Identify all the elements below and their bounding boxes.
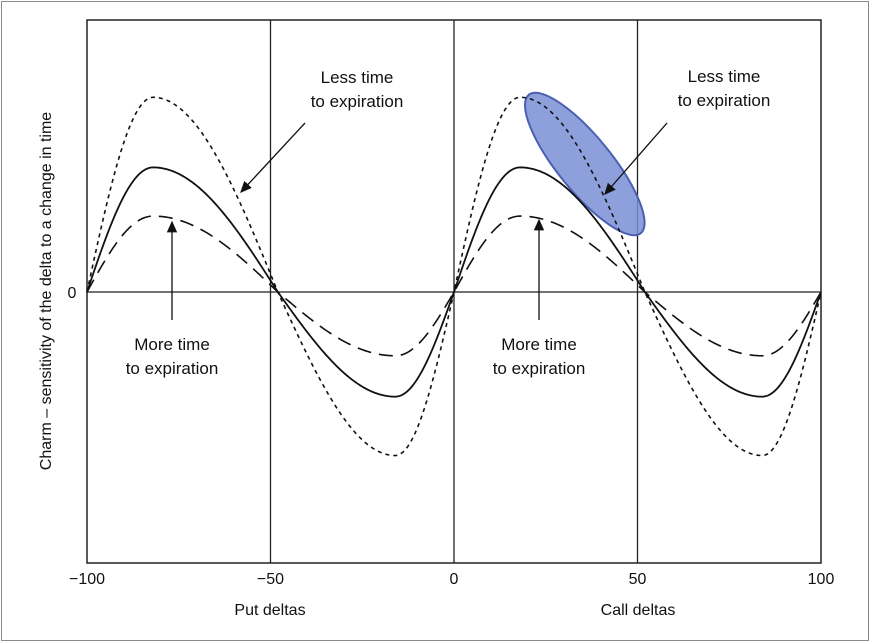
annotation-line: to expiration [311,92,404,111]
x-tick-label: −50 [257,571,284,588]
series-line-dashed [86,215,822,357]
x-tick-label: 100 [808,571,835,588]
annotation-line: Less time [321,68,394,87]
highlight-layer [523,91,646,237]
annotation-arrow [240,122,306,193]
x-axis-label-put: Put deltas [234,602,305,619]
annotation-line: Less time [688,67,761,86]
annotations: Less time to expiration More time to expira… [126,67,771,378]
annotation-arrows [166,122,668,320]
annotation-line: More time [134,335,210,354]
annotation-line: to expiration [493,359,586,378]
x-axis-label-call: Call deltas [601,602,676,619]
annotation-line: to expiration [126,359,219,378]
curves [86,96,822,457]
annotation-arrow [604,122,668,195]
annotation-line: More time [501,335,577,354]
y-axis-label: Charm – sensitivity of the delta to a ch… [38,112,55,471]
series-line-solid [86,166,822,398]
highlight-ellipse [523,91,646,237]
x-tick-label: 50 [629,571,647,588]
y-tick-label: 0 [68,285,77,302]
axis-ticks: −100 −50 0 50 100 0 [68,285,835,588]
x-tick-label: 0 [450,571,459,588]
x-tick-label: −100 [69,571,105,588]
annotation-line: to expiration [678,91,771,110]
